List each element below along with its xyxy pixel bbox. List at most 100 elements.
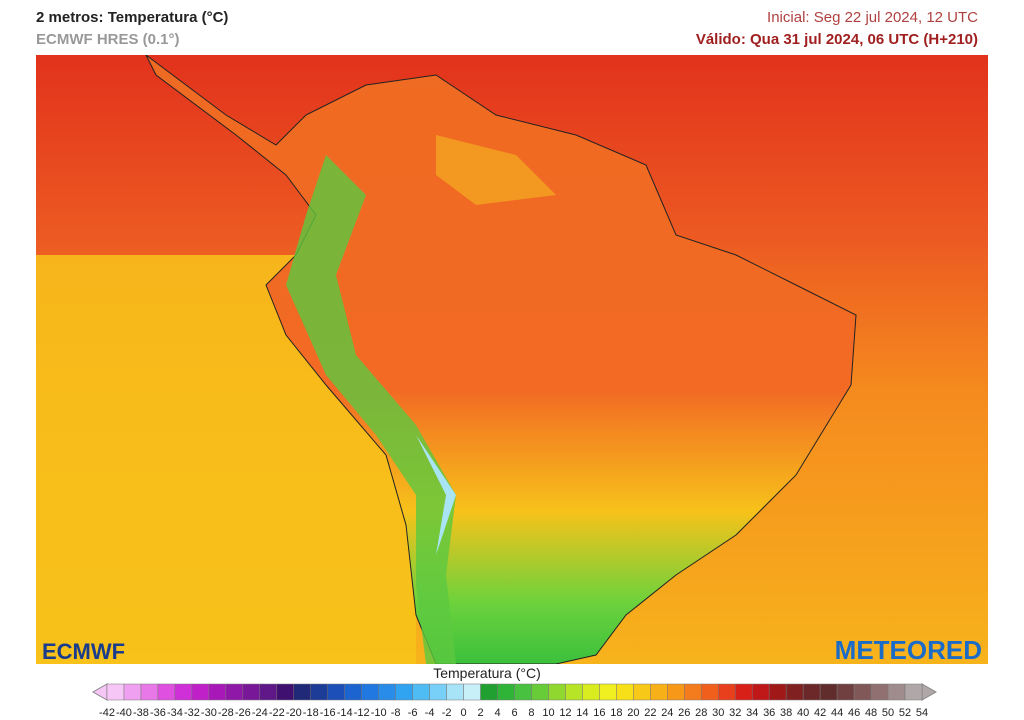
legend-tick-label: 0 xyxy=(461,707,467,719)
legend-swatch xyxy=(768,683,787,701)
legend-swatch xyxy=(548,683,566,701)
legend-title: Temperatura (°C) xyxy=(433,665,541,681)
legend-arrow-high xyxy=(921,683,938,701)
legend-tick-label: 6 xyxy=(511,707,517,719)
legend-swatch xyxy=(734,683,753,701)
legend-swatch xyxy=(344,683,362,701)
legend-swatch xyxy=(819,683,838,701)
color-bar: -42 -40 -38 -36 -34 -32 -30 -28 -26 -24 -22 -20 -18-… xyxy=(91,683,938,719)
legend-swatch xyxy=(395,683,413,701)
temperature-map: ECMWF METEORED xyxy=(36,55,988,664)
valid-time: Válido: Qua 31 jul 2024, 06 UTC (H+210) xyxy=(695,31,978,48)
legend-swatch xyxy=(497,683,515,701)
legend-swatch xyxy=(310,683,328,701)
model-name: ECMWF HRES (0.1°) xyxy=(36,31,180,48)
ecmwf-logo: ECMWF xyxy=(42,639,125,664)
legend-swatch xyxy=(225,683,244,701)
legend-tick-label: -38 xyxy=(133,707,149,719)
legend-tick-label: 48 xyxy=(865,707,877,719)
legend-tick-label: 18 xyxy=(610,707,622,719)
legend-swatch xyxy=(785,683,804,701)
legend-swatch xyxy=(123,683,142,701)
legend-tick-label: 8 xyxy=(528,707,534,719)
legend-tick-label: 30 xyxy=(712,707,724,719)
legend-tick-label: 46 xyxy=(848,707,860,719)
meteored-logo: METEORED xyxy=(835,635,982,664)
init-time: Inicial: Seg 22 jul 2024, 12 UTC xyxy=(767,9,978,26)
legend-tick-label: -26 xyxy=(235,707,251,719)
highlands xyxy=(436,135,556,205)
legend-swatch xyxy=(633,683,651,701)
legend-swatch xyxy=(463,683,481,701)
legend-swatch xyxy=(480,683,498,701)
legend-swatch xyxy=(327,683,345,701)
legend-swatch xyxy=(293,683,312,701)
legend-swatch xyxy=(378,683,396,701)
andes xyxy=(286,155,456,664)
legend-swatch xyxy=(412,683,430,701)
legend-tick-label: 50 xyxy=(882,707,894,719)
legend-tick-label: -40 xyxy=(116,707,132,719)
legend-tick-label: -12 xyxy=(354,707,370,719)
legend-tick-label: 28 xyxy=(695,707,707,719)
legend-tick-label: 44 xyxy=(831,707,843,719)
legend-swatch xyxy=(701,683,719,701)
legend-swatch xyxy=(191,683,210,701)
legend-swatch xyxy=(853,683,872,701)
legend-swatch xyxy=(514,683,532,701)
legend-tick-label: 24 xyxy=(661,707,673,719)
legend-tick-label: 10 xyxy=(542,707,554,719)
legend-tick-label: -22 xyxy=(269,707,285,719)
legend-tick-label: -4 xyxy=(425,707,435,719)
legend-tick-label: 36 xyxy=(763,707,775,719)
legend-tick-label: -30 xyxy=(201,707,217,719)
legend-tick-label: 32 xyxy=(729,707,741,719)
legend-tick-label: -36 xyxy=(150,707,166,719)
legend-swatch xyxy=(208,683,227,701)
legend-swatch xyxy=(650,683,668,701)
legend-swatch xyxy=(106,683,125,701)
legend-tick-label: -34 xyxy=(167,707,183,719)
legend-swatch xyxy=(429,683,447,701)
legend-tick-label: 52 xyxy=(899,707,911,719)
andes-snow xyxy=(366,385,456,555)
legend-tick-label: 22 xyxy=(644,707,656,719)
legend-tick-label: -18 xyxy=(303,707,319,719)
legend-tick-label: -10 xyxy=(371,707,387,719)
legend-swatch xyxy=(616,683,634,701)
legend-tick-label: -2 xyxy=(442,707,452,719)
legend-tick-label: -14 xyxy=(337,707,353,719)
legend-swatch xyxy=(157,683,176,701)
legend-swatch xyxy=(684,683,702,701)
legend-swatch xyxy=(140,683,159,701)
legend-swatch xyxy=(276,683,295,701)
legend-swatch xyxy=(802,683,821,701)
legend-swatch xyxy=(904,683,923,701)
legend-tick-label: -28 xyxy=(218,707,234,719)
legend-swatch xyxy=(259,683,278,701)
legend-tick-label: 14 xyxy=(576,707,588,719)
legend-swatch xyxy=(531,683,549,701)
legend-swatch xyxy=(836,683,855,701)
legend-tick-label: 40 xyxy=(797,707,809,719)
legend-swatch xyxy=(174,683,193,701)
legend-tick-label: 26 xyxy=(678,707,690,719)
legend-swatch xyxy=(718,683,736,701)
legend-tick-label: 12 xyxy=(559,707,571,719)
legend-tick-label: 20 xyxy=(627,707,639,719)
legend-tick-label: -8 xyxy=(391,707,401,719)
map-title: 2 metros: Temperatura (°C) xyxy=(36,9,229,26)
legend-tick-label: -16 xyxy=(320,707,336,719)
legend-swatch xyxy=(446,683,464,701)
legend-tick-label: 2 xyxy=(477,707,483,719)
legend-tick-label: 34 xyxy=(746,707,758,719)
legend-swatch xyxy=(565,683,583,701)
legend-tick-label: 38 xyxy=(780,707,792,719)
legend-swatch xyxy=(667,683,685,701)
legend-swatch xyxy=(887,683,906,701)
legend-swatch xyxy=(582,683,600,701)
legend-swatch xyxy=(361,683,379,701)
legend-swatch xyxy=(599,683,617,701)
legend-tick-label: 54 xyxy=(916,707,928,719)
